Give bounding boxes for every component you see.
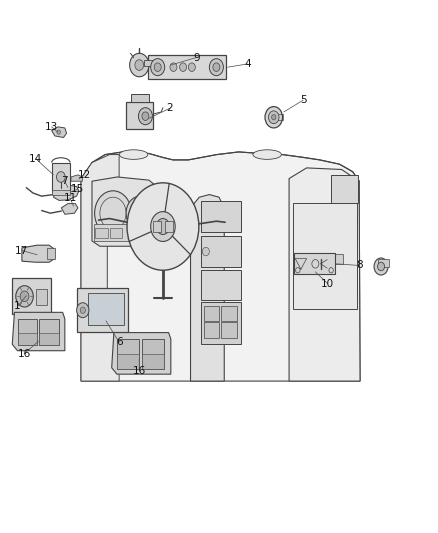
- Text: 17: 17: [15, 246, 28, 255]
- Bar: [153, 221, 161, 232]
- Circle shape: [77, 303, 89, 318]
- Bar: [95, 228, 108, 238]
- Text: 14: 14: [29, 154, 42, 164]
- Bar: [142, 354, 164, 369]
- Circle shape: [378, 262, 385, 271]
- Text: 8: 8: [356, 261, 363, 270]
- Bar: [201, 270, 241, 300]
- Bar: [52, 190, 70, 195]
- Polygon shape: [81, 155, 119, 381]
- Bar: [221, 306, 237, 321]
- Circle shape: [95, 191, 131, 236]
- Bar: [126, 102, 153, 129]
- Text: 11: 11: [64, 193, 77, 203]
- Ellipse shape: [253, 150, 281, 159]
- Circle shape: [80, 307, 85, 313]
- Polygon shape: [53, 185, 79, 200]
- Circle shape: [130, 53, 149, 77]
- Bar: [272, 114, 283, 120]
- Circle shape: [268, 111, 279, 124]
- Circle shape: [151, 59, 165, 76]
- Circle shape: [213, 63, 220, 71]
- Circle shape: [202, 247, 209, 256]
- Text: 5: 5: [300, 95, 307, 105]
- Circle shape: [142, 112, 149, 120]
- Bar: [201, 302, 241, 344]
- Text: 1: 1: [14, 302, 21, 311]
- Bar: [110, 228, 122, 238]
- Bar: [77, 288, 128, 332]
- Circle shape: [20, 291, 29, 302]
- Circle shape: [180, 63, 187, 71]
- Text: 6: 6: [116, 337, 123, 347]
- Circle shape: [170, 63, 177, 71]
- Polygon shape: [92, 177, 157, 246]
- Circle shape: [156, 219, 170, 235]
- Polygon shape: [71, 175, 82, 181]
- Bar: [293, 203, 357, 309]
- Circle shape: [188, 63, 195, 71]
- Bar: [47, 248, 55, 259]
- Bar: [88, 293, 124, 325]
- Bar: [144, 60, 152, 66]
- Bar: [204, 306, 219, 321]
- Circle shape: [57, 172, 65, 182]
- Bar: [131, 94, 149, 102]
- Bar: [307, 254, 343, 264]
- Circle shape: [126, 196, 154, 230]
- Bar: [18, 333, 37, 345]
- Text: 16: 16: [133, 366, 146, 376]
- Bar: [331, 175, 358, 203]
- Bar: [221, 322, 237, 338]
- Circle shape: [209, 59, 223, 76]
- Circle shape: [272, 115, 276, 120]
- Bar: [94, 224, 153, 241]
- Bar: [52, 163, 70, 192]
- Circle shape: [154, 63, 161, 71]
- Polygon shape: [61, 204, 78, 214]
- Circle shape: [16, 286, 33, 307]
- Bar: [201, 201, 241, 232]
- Bar: [378, 259, 389, 266]
- Text: 13: 13: [45, 122, 58, 132]
- Circle shape: [138, 108, 152, 125]
- Text: 16: 16: [18, 349, 31, 359]
- Polygon shape: [12, 312, 65, 351]
- Polygon shape: [22, 245, 55, 262]
- Bar: [201, 236, 241, 266]
- Polygon shape: [112, 333, 171, 374]
- Text: 9: 9: [193, 53, 200, 62]
- Polygon shape: [289, 168, 360, 381]
- Bar: [117, 354, 139, 369]
- Circle shape: [135, 60, 144, 70]
- Circle shape: [265, 107, 283, 128]
- Bar: [204, 322, 219, 338]
- Text: 2: 2: [166, 103, 173, 113]
- Bar: [18, 319, 37, 345]
- Polygon shape: [52, 127, 67, 138]
- Text: 12: 12: [78, 170, 91, 180]
- Bar: [39, 319, 59, 345]
- Text: 15: 15: [71, 184, 84, 194]
- Bar: [12, 278, 51, 314]
- Text: 4: 4: [244, 59, 251, 69]
- Circle shape: [57, 130, 60, 134]
- Text: 10: 10: [321, 279, 334, 288]
- Bar: [39, 333, 59, 345]
- Text: 7: 7: [61, 176, 68, 186]
- Bar: [294, 253, 335, 274]
- Bar: [142, 339, 164, 369]
- Bar: [148, 55, 226, 79]
- Circle shape: [127, 183, 199, 270]
- Bar: [165, 221, 173, 232]
- Polygon shape: [191, 195, 224, 381]
- Circle shape: [374, 258, 388, 275]
- Bar: [117, 339, 139, 369]
- Bar: [36, 289, 47, 305]
- Circle shape: [151, 212, 175, 241]
- Ellipse shape: [119, 150, 148, 159]
- Polygon shape: [81, 152, 360, 381]
